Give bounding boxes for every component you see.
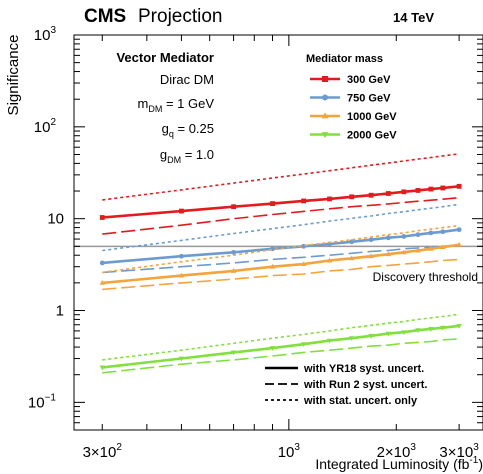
style-legend-dotted-label: with stat. uncert. only [303, 395, 418, 407]
series-750-gev-stat-line [102, 203, 460, 252]
experiment-label: CMS [84, 6, 126, 27]
series-750-gev-point [428, 230, 434, 236]
series-2000-gev-point [385, 331, 391, 337]
series-1000-gev-point [178, 272, 185, 278]
x-tick-label: 3×103 [439, 442, 479, 461]
series-2000-gev-run2-line [102, 338, 460, 374]
series-750-gev-point [349, 239, 355, 245]
series-2000-gev-point [269, 346, 276, 351]
style-legend-solid-label: with YR18 syst. uncert. [303, 363, 424, 375]
series-1000-gev-point [440, 244, 446, 250]
series-300-gev-point [368, 192, 374, 198]
series-2000-gev-point [230, 350, 237, 356]
series-2000-gev-point [349, 336, 355, 342]
info-gdm: gDM = 1.0 [160, 147, 214, 165]
series-750-gev-point [440, 229, 446, 235]
series-750-gev-point [368, 237, 374, 243]
y-tick-label: 10 [47, 211, 64, 228]
series-1000-gev-point [456, 241, 462, 247]
series-1000-gev-point [326, 257, 333, 263]
series-2000-gev-point [178, 356, 185, 362]
series-2000-gev-point [300, 342, 307, 348]
series-300-gev-point [301, 198, 307, 204]
series-300-gev-point [428, 186, 434, 192]
series-300-gev-point [231, 204, 236, 210]
series-1000-gev-stat-line [102, 224, 460, 274]
series-2000-gev-point [401, 330, 407, 336]
series-1000-gev-point [349, 255, 355, 261]
x-tick-label: 2×103 [377, 442, 417, 461]
info-mdm: mDM = 1 GeV [137, 96, 214, 114]
legend-2000-gev-label: 2000 GeV [347, 130, 397, 142]
series-1000-gev-point [300, 261, 307, 267]
series-1000-gev-point [385, 251, 391, 257]
series-750-gev-point [99, 260, 105, 266]
info-model: Dirac DM [160, 72, 214, 87]
style-legend: with YR18 syst. uncert. with Run 2 syst. … [265, 363, 427, 407]
series-300-gev-point [415, 188, 421, 193]
series-750-gev-point [179, 253, 184, 259]
series-1000-gev-point [368, 253, 374, 259]
series-2000-gev-point [428, 327, 434, 332]
series-1000-gev-yr18-line [102, 243, 460, 285]
series-2000-gev-point [440, 325, 446, 331]
series-1000-gev-point [269, 263, 276, 269]
series-300-gev-point [440, 185, 446, 191]
series-300-gev-stat-line [102, 153, 460, 201]
series-2000-gev-yr18-line [102, 324, 460, 369]
energy-label: 14 TeV [393, 10, 434, 25]
threshold-label: Discovery threshold [373, 270, 478, 284]
legend-title: Mediator mass [306, 53, 383, 65]
series-1000-gev-run2-line [102, 258, 460, 291]
legend-300-gev-label: 300 GeV [347, 74, 391, 86]
series-1000-gev-point [401, 249, 407, 255]
series-2000-gev-point [326, 338, 333, 344]
y-tick-label: 103 [34, 25, 57, 44]
series-2000-gev-stat-line [102, 313, 460, 361]
series-750-gev-point [401, 234, 407, 239]
series-750-gev-point [415, 232, 421, 238]
legend-2000-gev-marker [321, 132, 329, 139]
x-tick-label: 3×102 [83, 442, 123, 461]
series-1000-gev-point [415, 247, 421, 253]
series-300-gev-point [456, 183, 462, 189]
series-300-gev-run2-line [102, 196, 460, 235]
info-box: Vector Mediator Dirac DM mDM = 1 GeV gq … [116, 50, 214, 165]
series-1000-gev-point [230, 268, 237, 273]
info-gq: gq = 0.25 [162, 121, 214, 139]
series-300-gev-point [385, 191, 391, 196]
series-2000-gev-point [99, 365, 105, 371]
legend: Mediator mass 300 GeV 750 GeV 1000 GeV 2000… [306, 53, 397, 142]
series-1000-gev-point [99, 279, 105, 285]
series-300-gev-point [270, 201, 275, 206]
series-300-gev-point [327, 196, 332, 202]
x-axis-label: Integrated Luminosity (fb-1) [315, 455, 483, 472]
series-300-gev-point [401, 189, 407, 195]
series-750-gev-run2-line [102, 244, 460, 274]
legend-300-gev-marker [322, 76, 328, 82]
y-tick-label: 10−1 [28, 392, 57, 411]
y-tick-label: 1 [56, 303, 64, 320]
x-tick-label: 103 [278, 442, 301, 461]
series-2000-gev-point [456, 323, 462, 329]
series-750-gev-point [231, 249, 236, 255]
y-tick-label: 102 [34, 117, 57, 136]
series-300-gev-point [179, 208, 184, 214]
legend-1000-gev-marker [321, 112, 329, 119]
series-2000-gev-point [368, 333, 374, 339]
style-legend-dashed-label: with Run 2 syst. uncert. [303, 379, 427, 391]
projection-label: Projection [138, 6, 223, 27]
series-300-gev-point [99, 215, 105, 220]
legend-750-gev-marker [322, 94, 328, 101]
series-750-gev-point [385, 235, 391, 241]
series-2000-gev-point [415, 328, 421, 334]
legend-1000-gev-label: 1000 GeV [347, 111, 397, 123]
series-1000-gev-point [428, 245, 434, 251]
legend-750-gev-label: 750 GeV [347, 93, 391, 105]
series-750-gev-point [456, 227, 462, 233]
y-axis-label: Significance [5, 35, 22, 116]
series-300-gev-point [349, 194, 355, 200]
info-title: Vector Mediator [116, 50, 214, 65]
